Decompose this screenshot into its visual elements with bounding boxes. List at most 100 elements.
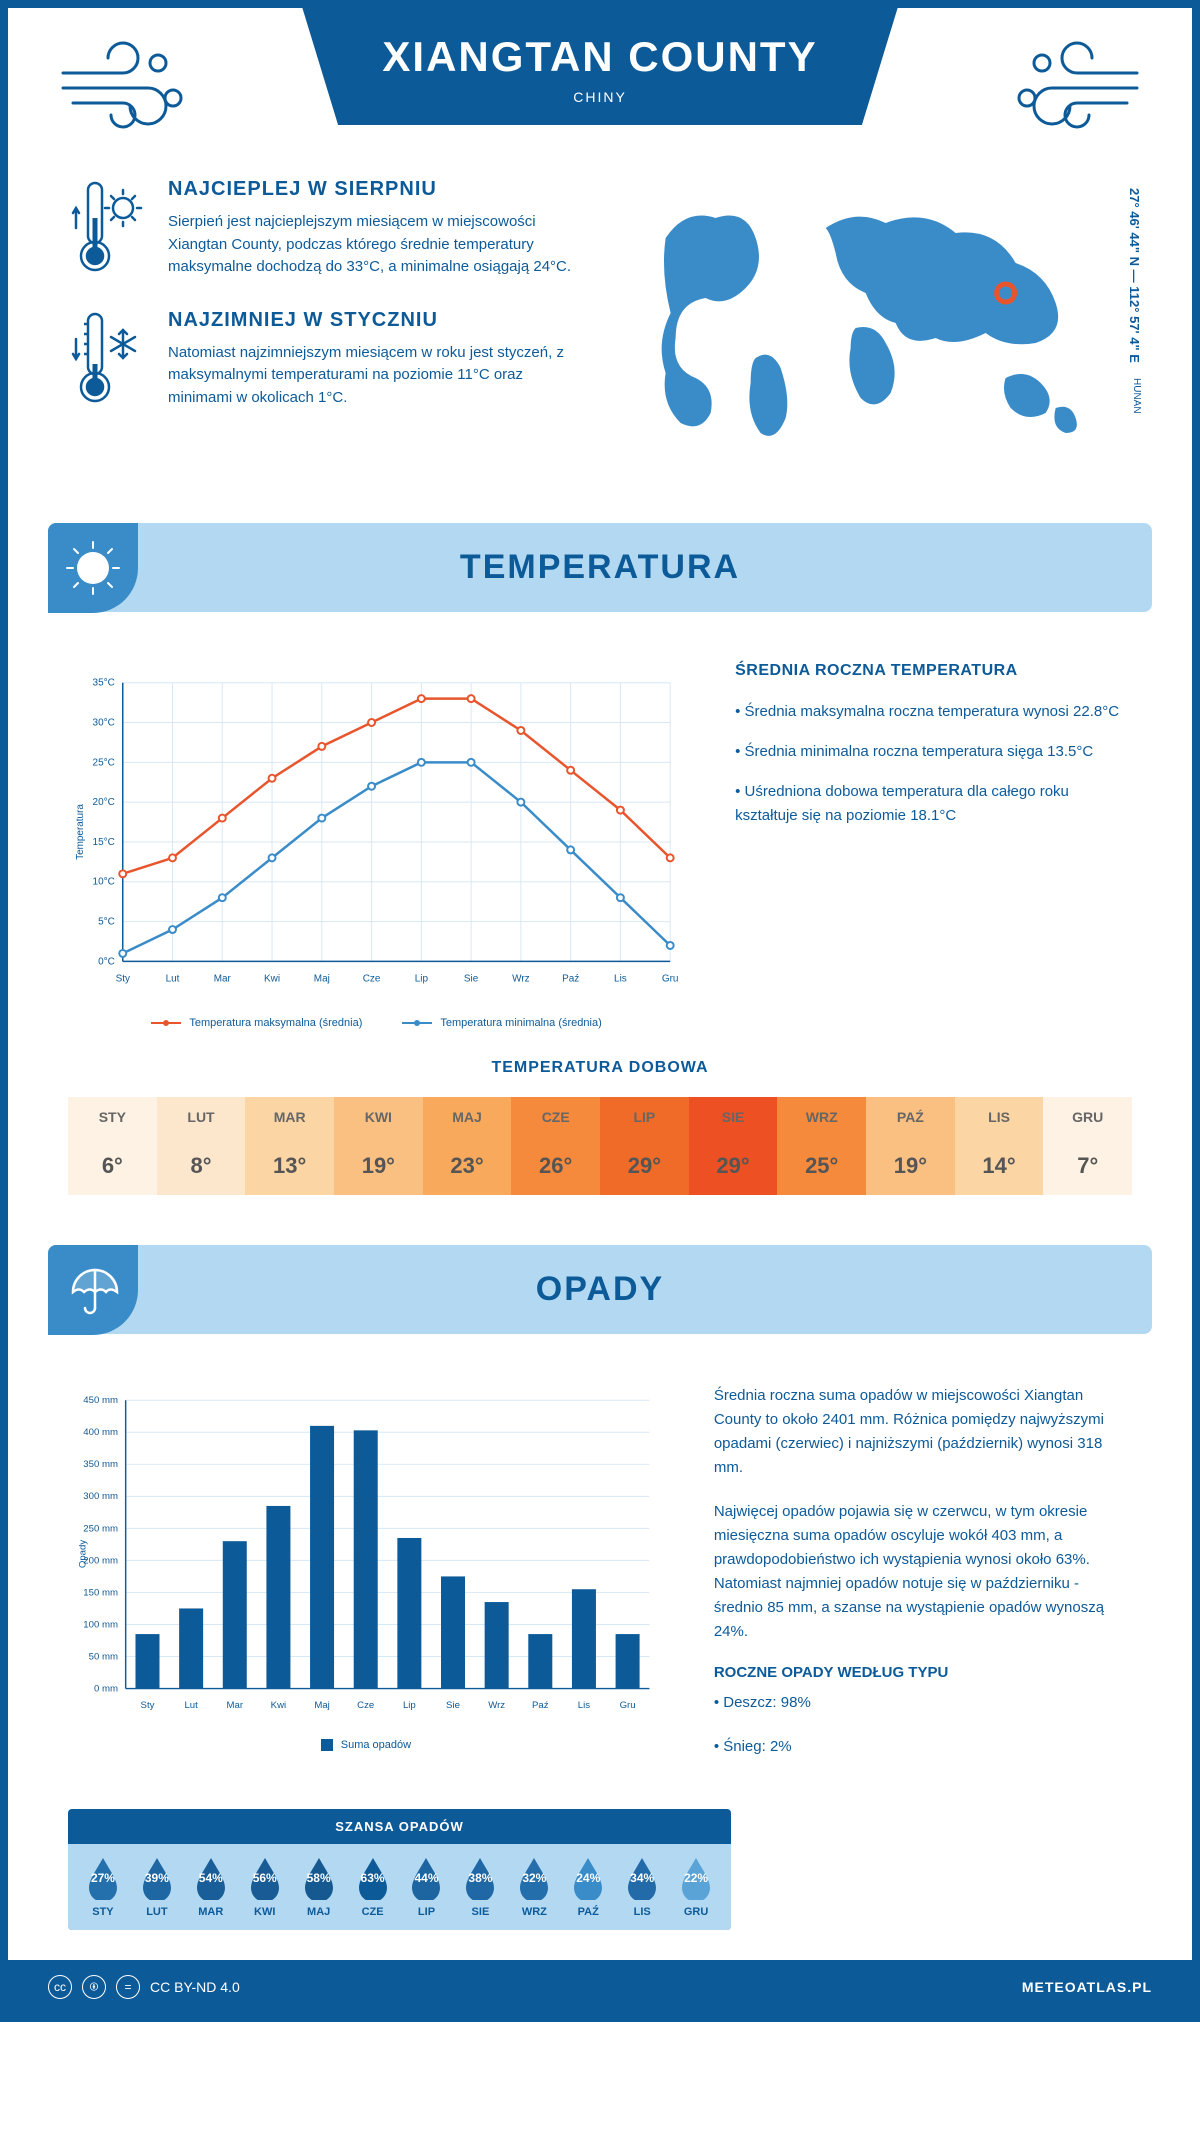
svg-text:25°C: 25°C: [93, 757, 115, 768]
precipitation-chart: 0 mm50 mm100 mm150 mm200 mm250 mm300 mm3…: [68, 1384, 664, 1779]
daily-month-value: 13°: [245, 1137, 334, 1195]
raindrop-icon: 54%: [193, 1856, 229, 1900]
raindrop-icon: 24%: [570, 1856, 606, 1900]
chance-month-label: LUT: [130, 1906, 184, 1918]
thermometer-cold-icon: [68, 309, 148, 409]
world-map-icon: [619, 178, 1132, 458]
daily-month-header: LIP: [600, 1097, 689, 1137]
daily-month-header: CZE: [511, 1097, 600, 1137]
daily-month-value: 29°: [689, 1137, 778, 1195]
chance-cell: 38%SIE: [453, 1856, 507, 1918]
precip-text-2: Najwięcej opadów pojawia się w czerwcu, …: [714, 1500, 1132, 1644]
svg-text:200 mm: 200 mm: [83, 1555, 118, 1566]
legend-max-label: Temperatura maksymalna (średnia): [189, 1017, 362, 1029]
title-banner: XIANGTAN COUNTY CHINY: [302, 8, 897, 125]
daily-month-header: SIE: [689, 1097, 778, 1137]
chance-row: 27%STY39%LUT54%MAR56%KWI58%MAJ63%CZE44%L…: [68, 1844, 731, 1930]
temp-stat-1: • Średnia maksymalna roczna temperatura …: [735, 700, 1132, 724]
raindrop-icon: 27%: [85, 1856, 121, 1900]
daily-temp-value-row: 6°8°13°19°23°26°29°29°25°19°14°7°: [68, 1137, 1132, 1195]
svg-text:Kwi: Kwi: [271, 1700, 286, 1711]
temp-stat-2: • Średnia minimalna roczna temperatura s…: [735, 740, 1132, 764]
chance-month-label: SIE: [453, 1906, 507, 1918]
chance-month-label: MAR: [184, 1906, 238, 1918]
temperature-heading: TEMPERATURA: [48, 548, 1152, 587]
country-label: CHINY: [382, 89, 817, 105]
daily-month-header: STY: [68, 1097, 157, 1137]
page: XIANGTAN COUNTY CHINY: [0, 0, 1200, 2022]
legend-max: Temperatura maksymalna (średnia): [151, 1017, 362, 1029]
precip-text-1: Średnia roczna suma opadów w miejscowośc…: [714, 1384, 1132, 1480]
cold-block: NAJZIMNIEJ W STYCZNIU Natomiast najzimni…: [68, 309, 579, 410]
svg-text:Lip: Lip: [415, 973, 429, 984]
chance-month-label: WRZ: [507, 1906, 561, 1918]
license-text: CC BY-ND 4.0: [150, 1979, 240, 1995]
legend-min: Temperatura minimalna (średnia): [402, 1017, 601, 1029]
chance-cell: 54% MAR: [184, 1856, 238, 1918]
svg-text:35°C: 35°C: [93, 678, 115, 689]
daily-month-value: 19°: [334, 1137, 423, 1195]
daily-month-value: 7°: [1043, 1137, 1132, 1195]
cold-text: Natomiast najzimniejszym miesiącem w rok…: [168, 342, 579, 410]
precip-type-heading: ROCZNE OPADY WEDŁUG TYPU: [714, 1664, 1132, 1681]
svg-text:Sty: Sty: [116, 973, 130, 984]
chance-month-label: LIP: [400, 1906, 454, 1918]
svg-text:400 mm: 400 mm: [83, 1427, 118, 1438]
chance-month-label: CZE: [346, 1906, 400, 1918]
svg-text:Lip: Lip: [403, 1700, 416, 1711]
raindrop-icon: 32%: [516, 1856, 552, 1900]
info-section: NAJCIEPLEJ W SIERPNIU Sierpień jest najc…: [8, 158, 1192, 503]
svg-text:Gru: Gru: [620, 1700, 636, 1711]
legend-min-label: Temperatura minimalna (średnia): [440, 1017, 601, 1029]
chance-cell: 56%KWI: [238, 1856, 292, 1918]
svg-text:10°C: 10°C: [93, 877, 115, 888]
header: XIANGTAN COUNTY CHINY: [8, 8, 1192, 158]
thermometer-hot-icon: [68, 178, 148, 278]
svg-text:Paź: Paź: [532, 1700, 549, 1711]
svg-text:Paź: Paź: [562, 973, 579, 984]
hot-title: NAJCIEPLEJ W SIERPNIU: [168, 178, 579, 201]
coordinates-label: 27° 46' 44" N — 112° 57' 4" E: [1127, 188, 1142, 363]
daily-month-header: LIS: [955, 1097, 1044, 1137]
precipitation-section: 0 mm50 mm100 mm150 mm200 mm250 mm300 mm3…: [8, 1354, 1192, 1809]
daily-temp-header-row: STYLUTMARKWIMAJCZELIPSIEWRZPAŹLISGRU: [68, 1097, 1132, 1137]
cc-icon: cc: [48, 1975, 72, 1999]
daily-month-value: 29°: [600, 1137, 689, 1195]
daily-month-header: GRU: [1043, 1097, 1132, 1137]
wind-icon-right: [1002, 38, 1142, 138]
temperature-section-banner: TEMPERATURA: [48, 523, 1152, 612]
temperature-info: ŚREDNIA ROCZNA TEMPERATURA • Średnia mak…: [735, 662, 1132, 1029]
chance-month-label: LIS: [615, 1906, 669, 1918]
temperature-chart: 0°C5°C10°C15°C20°C25°C30°C35°CStyLutMarK…: [68, 662, 685, 1029]
raindrop-icon: 58%: [301, 1856, 337, 1900]
chance-month-label: MAJ: [292, 1906, 346, 1918]
svg-text:Lis: Lis: [578, 1700, 590, 1711]
legend-sum-label: Suma opadów: [341, 1739, 411, 1751]
raindrop-icon: 22%: [678, 1856, 714, 1900]
info-left: NAJCIEPLEJ W SIERPNIU Sierpień jest najc…: [68, 178, 579, 463]
map-area: 27° 46' 44" N — 112° 57' 4" E HUNAN: [619, 178, 1132, 463]
svg-text:Kwi: Kwi: [264, 973, 280, 984]
chance-cell: 63%CZE: [346, 1856, 400, 1918]
footer-site: METEOATLAS.PL: [1022, 1979, 1152, 1995]
raindrop-icon: 39%: [139, 1856, 175, 1900]
temp-stats-heading: ŚREDNIA ROCZNA TEMPERATURA: [735, 662, 1132, 680]
svg-text:Lut: Lut: [166, 973, 180, 984]
precip-rain: • Deszcz: 98%: [714, 1691, 1132, 1715]
svg-text:250 mm: 250 mm: [83, 1523, 118, 1534]
hot-text: Sierpień jest najcieplejszym miesiącem w…: [168, 211, 579, 279]
chance-heading: SZANSA OPADÓW: [68, 1809, 731, 1844]
chance-cell: 44%LIP: [400, 1856, 454, 1918]
daily-month-value: 19°: [866, 1137, 955, 1195]
chance-month-label: KWI: [238, 1906, 292, 1918]
chance-cell: 22%GRU: [669, 1856, 723, 1918]
by-icon: 🅯: [82, 1975, 106, 1999]
chance-cell: 32% WRZ: [507, 1856, 561, 1918]
svg-text:Mar: Mar: [226, 1700, 243, 1711]
daily-month-header: LUT: [157, 1097, 246, 1137]
cold-title: NAJZIMNIEJ W STYCZNIU: [168, 309, 579, 332]
svg-text:Sie: Sie: [464, 973, 479, 984]
svg-text:Temperatura: Temperatura: [75, 804, 86, 860]
svg-text:Maj: Maj: [314, 1700, 329, 1711]
temp-legend: Temperatura maksymalna (średnia) Tempera…: [68, 1017, 685, 1029]
